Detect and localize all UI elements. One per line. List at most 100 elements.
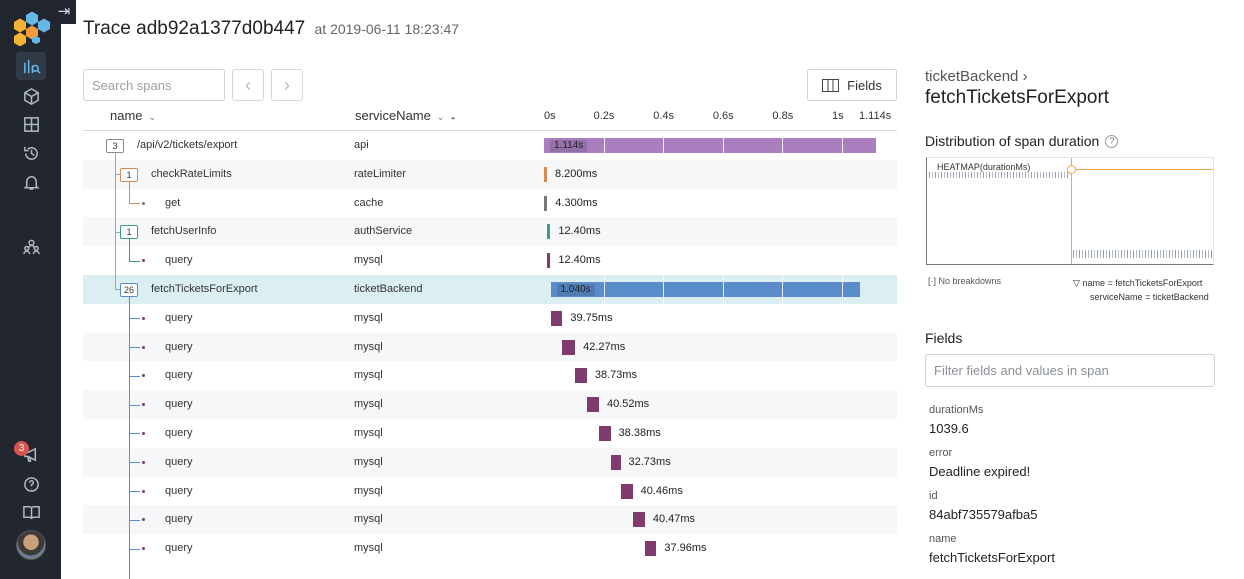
field-value[interactable]: fetchTicketsForExport (929, 550, 1055, 565)
help-icon[interactable]: ? (1105, 135, 1119, 148)
child-count-toggle[interactable]: 1 (120, 225, 138, 240)
field-key: name (929, 533, 957, 545)
axis-tick-label: 0.8s (772, 110, 794, 122)
span-row[interactable]: query mysql 37.96ms (83, 534, 897, 563)
axis-tick-label: 1.114s (859, 110, 892, 122)
chevron-down-icon: ⌄ (148, 112, 157, 122)
span-row[interactable]: get cache 4.300ms (83, 189, 897, 218)
leaf-dot (142, 431, 145, 435)
filter-line-1: name = fetchTicketsForExport (1082, 278, 1203, 288)
span-duration-bar[interactable] (562, 339, 576, 355)
axis-tick-label: 1s (832, 110, 844, 122)
child-count-toggle[interactable]: 1 (120, 167, 138, 182)
tree-connector (129, 347, 140, 348)
span-row[interactable]: query mysql 40.46ms (83, 477, 897, 506)
heatmap-marker-hline (1071, 169, 1213, 170)
span-duration-bar[interactable] (632, 512, 645, 528)
search-spans-input[interactable] (83, 69, 225, 101)
collapse-sidebar-icon[interactable]: ⇥ (52, 0, 76, 24)
span-duration-label: 40.52ms (606, 398, 650, 411)
tree-connector (115, 231, 120, 233)
service-name: mysql (354, 398, 383, 411)
span-duration-bar[interactable] (544, 195, 548, 211)
child-count-toggle[interactable]: 3 (106, 139, 124, 153)
columns-icon (822, 78, 840, 92)
datasets-cube-icon[interactable] (16, 82, 46, 110)
span-row[interactable]: query mysql 12.40ms (83, 246, 897, 275)
filter-fields-input[interactable] (925, 354, 1215, 387)
span-duration-bar[interactable] (586, 397, 599, 413)
service-name: mysql (354, 369, 383, 382)
span-row[interactable]: query mysql 38.73ms (83, 361, 897, 390)
bar-gridline (782, 274, 784, 304)
span-row[interactable]: 26 fetchTicketsForExport ticketBackend 1.04… (83, 274, 897, 304)
header-divider (83, 130, 897, 131)
service-name: mysql (354, 340, 383, 353)
name-column-label: name (110, 108, 143, 123)
span-duration-bar[interactable] (610, 454, 621, 470)
tree-connector (129, 260, 140, 262)
service-name: mysql (354, 254, 383, 267)
span-duration-bar[interactable] (550, 310, 563, 326)
span-duration-bar[interactable] (599, 425, 611, 441)
span-duration-label: 40.46ms (640, 484, 683, 497)
span-row[interactable]: query mysql 40.52ms (83, 390, 897, 419)
span-name: /api/v2/tickets/export (137, 139, 238, 151)
tree-connector (129, 519, 140, 521)
service-column-header[interactable]: serviceName ⌄ ◒ (355, 108, 456, 123)
breadcrumb-service: ticketBackend (925, 68, 1019, 85)
prev-span-button[interactable]: ‹ (232, 69, 264, 101)
field-value[interactable]: 1039.6 (929, 421, 969, 436)
service-name: mysql (354, 426, 383, 439)
trace-id-title: Trace adb92a1377d0b447 (83, 18, 306, 39)
span-row[interactable]: 3/api/v2/tickets/export api 1.114s (83, 131, 897, 160)
span-duration-bar[interactable] (544, 138, 876, 153)
field-value[interactable]: 84abf735579afba5 (929, 507, 1038, 522)
span-duration-bar[interactable] (546, 224, 551, 240)
span-row[interactable]: query mysql 38.38ms (83, 419, 897, 448)
history-icon[interactable] (16, 139, 46, 167)
breadcrumb[interactable]: ticketBackend › (925, 68, 1028, 85)
query-chart-icon[interactable] (16, 52, 46, 80)
heatmap-filters: ▽ name = fetchTicketsForExport serviceNa… (1073, 276, 1209, 304)
tree-connector (129, 238, 130, 261)
span-row[interactable]: query mysql 42.27ms (83, 332, 897, 362)
fields-section-title: Fields (925, 330, 963, 346)
leaf-dot (142, 403, 145, 407)
honeycomb-logo[interactable] (8, 12, 52, 46)
boards-grid-icon[interactable] (16, 110, 46, 138)
span-duration-bar[interactable] (620, 483, 633, 499)
span-name: query (165, 254, 193, 267)
duration-heatmap[interactable]: HEATMAP(durationMs) (926, 157, 1214, 265)
color-drop-icon: ◒ (450, 112, 456, 122)
fields-button[interactable]: Fields (807, 69, 897, 101)
span-row[interactable]: 1 checkRateLimits rateLimiter 8.200ms (83, 159, 897, 189)
help-icon[interactable] (16, 470, 46, 498)
tree-connector (115, 152, 116, 290)
triggers-bell-icon[interactable] (16, 168, 46, 196)
left-nav: ⇥ 3 (0, 0, 76, 579)
span-duration-bar[interactable] (575, 368, 587, 384)
span-row[interactable]: query mysql 40.47ms (83, 505, 897, 535)
name-column-header[interactable]: name ⌄ (110, 108, 156, 123)
chevron-down-icon: ⌄ (436, 112, 445, 122)
user-avatar[interactable] (16, 530, 46, 560)
span-duration-bar[interactable] (546, 253, 551, 269)
tree-connector (115, 174, 120, 176)
child-count-toggle[interactable]: 26 (120, 282, 139, 297)
leaf-dot (142, 460, 145, 464)
span-row[interactable]: query mysql 39.75ms (83, 304, 897, 333)
service-name: mysql (354, 455, 383, 468)
field-value[interactable]: Deadline expired! (929, 464, 1031, 479)
span-duration-bar[interactable] (550, 281, 861, 297)
next-span-button[interactable]: › (271, 69, 303, 101)
docs-book-icon[interactable] (16, 498, 46, 526)
field-key: id (929, 490, 938, 502)
span-duration-bar[interactable] (544, 166, 547, 182)
span-row[interactable]: 1 fetchUserInfo authService 12.40ms (83, 217, 897, 247)
team-icon[interactable] (16, 232, 46, 260)
span-duration-bar[interactable] (645, 541, 657, 557)
span-row[interactable]: query mysql 32.73ms (83, 447, 897, 477)
tree-connector (115, 289, 120, 291)
bar-gridline (782, 131, 784, 160)
